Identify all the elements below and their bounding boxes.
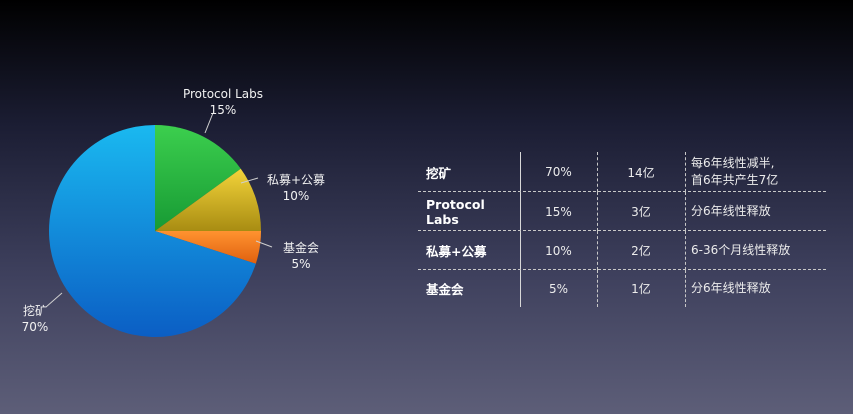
label-protocol-labs: Protocol Labs 15%	[178, 86, 268, 118]
pie-slice-mining	[48, 125, 256, 337]
label-private-public-value: 10%	[282, 189, 310, 203]
label-mining: 挖矿 70%	[16, 303, 54, 335]
label-foundation: 基金会 5%	[276, 240, 326, 272]
label-mining-value: 70%	[21, 320, 49, 334]
leader-line-private-public	[240, 177, 259, 184]
label-foundation-value: 5%	[291, 257, 311, 271]
label-mining-name: 挖矿	[22, 304, 47, 318]
pie-slice-protocol-labs	[155, 125, 241, 231]
table-row: Protocol Labs 15% 3亿 分6年线性释放	[418, 192, 838, 231]
label-protocol-labs-name: Protocol Labs	[182, 87, 264, 101]
row-amount: 3亿	[631, 205, 651, 219]
label-private-public-name: 私募+公募	[266, 173, 326, 187]
row-note-line: 分6年线性释放	[691, 204, 771, 218]
row-percent: 10%	[545, 243, 572, 258]
row-percent: 15%	[545, 204, 572, 219]
row-divider	[418, 269, 826, 270]
row-note-line: 6-36个月线性释放	[691, 243, 791, 257]
row-note: 分6年线性释放	[685, 280, 838, 297]
row-name: 挖矿	[426, 165, 452, 181]
pie-slice-private-public	[155, 168, 261, 231]
row-note-line: 每6年线性减半,	[691, 156, 775, 170]
pie-chart	[45, 112, 273, 337]
allocation-table: 挖矿 70% 14亿 每6年线性减半, 首6年共产生7亿 Protocol La…	[418, 152, 838, 307]
row-amount: 14亿	[627, 165, 655, 180]
row-percent: 5%	[548, 281, 569, 296]
leader-line-protocol-labs	[204, 112, 214, 134]
pie-slice-foundation	[155, 231, 261, 264]
row-amount: 1亿	[631, 282, 651, 296]
leader-line-foundation	[255, 240, 273, 248]
row-note: 6-36个月线性释放	[685, 242, 838, 259]
row-name: 基金会	[426, 282, 464, 297]
row-divider	[418, 230, 826, 231]
label-foundation-name: 基金会	[282, 241, 319, 255]
row-divider	[418, 191, 826, 192]
row-name: Protocol Labs	[426, 196, 485, 227]
row-note: 每6年线性减半, 首6年共产生7亿	[685, 155, 838, 189]
row-note: 分6年线性释放	[685, 203, 838, 220]
row-note-line: 首6年共产生7亿	[691, 173, 779, 187]
leader-line-mining	[45, 292, 63, 308]
table-row: 挖矿 70% 14亿 每6年线性减半, 首6年共产生7亿	[418, 152, 838, 192]
table-row: 私募+公募 10% 2亿 6-36个月线性释放	[418, 231, 838, 270]
row-percent: 70%	[545, 165, 572, 179]
table-row: 基金会 5% 1亿 分6年线性释放	[418, 270, 838, 307]
row-name: 私募+公募	[426, 244, 487, 259]
row-amount: 2亿	[631, 244, 651, 258]
label-protocol-labs-value: 15%	[209, 103, 237, 117]
row-note-line: 分6年线性释放	[691, 281, 771, 295]
label-private-public: 私募+公募 10%	[264, 172, 328, 204]
